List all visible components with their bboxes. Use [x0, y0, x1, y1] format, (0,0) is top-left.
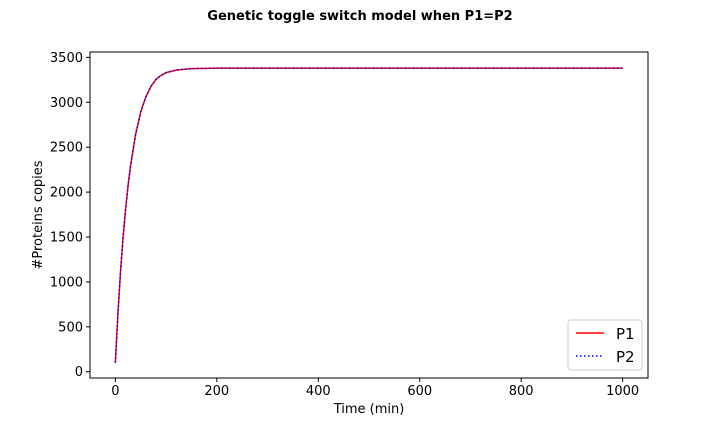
y-tick-label: 500 [58, 320, 83, 335]
x-tick-label: 1000 [606, 384, 639, 399]
y-tick-label: 0 [75, 365, 83, 380]
x-tick-label: 400 [306, 384, 331, 399]
x-tick-label: 200 [204, 384, 229, 399]
x-tick-label: 600 [407, 384, 432, 399]
series-line-p1 [114, 67, 623, 363]
y-tick-label: 3500 [50, 51, 83, 66]
legend-label-p2: P2 [616, 348, 635, 366]
y-tick-label: 2000 [50, 186, 83, 201]
series-lines [114, 67, 623, 363]
x-tick-label: 0 [111, 384, 119, 399]
y-tick-label: 1500 [50, 231, 83, 246]
y-tick-label: 1000 [50, 275, 83, 290]
y-tick-label: 3000 [50, 96, 83, 111]
y-axis-ticks: 0 500 1000 1500 2000 2500 3000 3500 [50, 51, 90, 380]
y-tick-label: 2500 [50, 141, 83, 156]
chart-title: Genetic toggle switch model when P1=P2 [207, 9, 512, 24]
y-axis-label: #Proteins copies [31, 160, 46, 269]
plot-area-frame [89, 51, 649, 379]
x-tick-label: 800 [509, 384, 534, 399]
x-axis-label: Time (min) [333, 402, 405, 417]
legend: P1 P2 [567, 319, 643, 371]
x-axis-ticks: 0 200 400 600 800 1000 [111, 378, 639, 399]
legend-label-p1: P1 [616, 325, 635, 343]
series-line-p2 [114, 67, 623, 363]
